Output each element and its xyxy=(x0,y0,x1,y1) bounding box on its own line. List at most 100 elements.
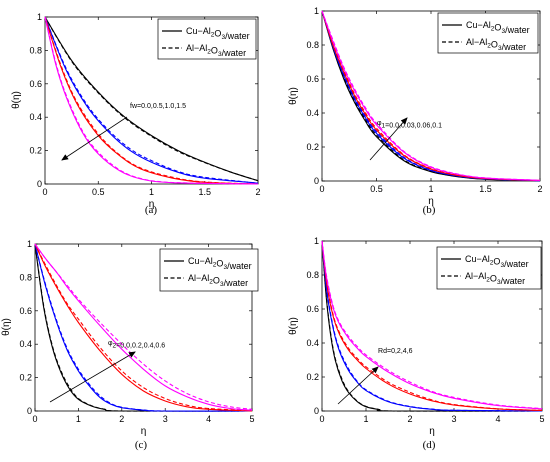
y-tick-label: 0.4 xyxy=(19,339,32,349)
x-tick-label: 1 xyxy=(428,184,433,194)
chart-panel-1: 0 0.2 0.4 0.6 0.8 1 0 0.5 1 1.5 2 η θ(η) Cu−Al2O3/wat… xyxy=(11,12,261,216)
y-axis-label: θ(η) xyxy=(288,87,299,105)
panel-caption: (c) xyxy=(135,439,148,451)
legend-entry-2: Al−Al2O3/water xyxy=(465,271,525,286)
panel-caption: (b) xyxy=(423,204,436,216)
y-tick-label: 0.6 xyxy=(29,79,42,89)
series-line-solid-3 xyxy=(321,240,543,412)
y-tick-label: 0 xyxy=(37,179,42,189)
legend: Cu−Al2O3/water Al−Al2O3/water xyxy=(436,246,542,290)
y-tick-label: 0.2 xyxy=(19,373,32,383)
series-line-dashed-1 xyxy=(44,16,259,182)
chart-panel-4: 0 0.2 0.4 0.6 0.8 1 0 1 2 3 4 5 η θ(η) Cu−Al2O3/water A… xyxy=(288,236,545,451)
y-tick-label: 0.6 xyxy=(306,74,319,84)
series-line-solid-3 xyxy=(44,16,259,185)
legend: Cu−Al2O3/water Al−Al2O3/water xyxy=(157,18,257,60)
annotation-arrow xyxy=(369,117,408,161)
y-tick-label: 0.8 xyxy=(29,45,42,55)
x-tick-label: 0.5 xyxy=(370,184,383,194)
y-tick-label: 0.8 xyxy=(19,272,32,282)
series-line-dashed-4 xyxy=(321,240,543,410)
y-tick-label: 0 xyxy=(27,406,32,416)
y-tick-label: 0.4 xyxy=(306,338,319,348)
legend-entry-1: Cu−Al2O3/water xyxy=(186,26,250,41)
x-tick-label: 1 xyxy=(76,414,81,424)
x-tick-label: 5 xyxy=(249,414,254,424)
x-axis-label: η xyxy=(428,196,434,207)
legend-box xyxy=(436,246,542,290)
legend-box xyxy=(157,18,257,60)
legend-box xyxy=(437,12,539,54)
series-line-solid-3 xyxy=(34,243,253,412)
x-tick-label: 1 xyxy=(363,414,368,424)
series-line-solid-2 xyxy=(44,16,259,184)
x-tick-label: 3 xyxy=(163,414,168,424)
y-axis-label: θ(η) xyxy=(11,91,22,109)
y-tick-label: 0 xyxy=(314,406,319,416)
annotation-label: φ2=0.0,0.2,0.4,0.6 xyxy=(108,340,165,350)
annotation-arrow xyxy=(49,351,136,403)
x-tick-label: 1 xyxy=(149,187,154,197)
x-tick-label: 1.5 xyxy=(198,187,211,197)
x-tick-label: 3 xyxy=(451,414,456,424)
x-tick-label: 1.5 xyxy=(479,184,492,194)
x-tick-label: 4 xyxy=(495,414,500,424)
series-line-dashed-4 xyxy=(321,10,541,181)
series-line-dashed-3 xyxy=(321,240,543,411)
x-tick-label: 2 xyxy=(119,414,124,424)
x-tick-label: 5 xyxy=(539,414,544,424)
annotation-label: fw=0.0,0.5,1.0,1.5 xyxy=(130,103,186,110)
legend: Cu−Al2O3/water Al−Al2O3/water xyxy=(159,248,259,292)
chart-panel-3: 0 0.2 0.4 0.6 0.8 1 0 1 2 3 4 5 η θ(η) Cu−Al2O3/water A… xyxy=(1,239,259,451)
legend-entry-1: Cu−Al2O3/water xyxy=(188,256,252,271)
y-tick-label: 0.2 xyxy=(306,372,319,382)
y-tick-label: 0.8 xyxy=(306,270,319,280)
y-tick-label: 1 xyxy=(27,239,32,249)
legend-box xyxy=(159,248,259,292)
x-tick-label: 0 xyxy=(42,187,47,197)
series-line-dashed-1 xyxy=(34,243,253,412)
x-tick-label: 2 xyxy=(255,187,260,197)
x-tick-label: 0 xyxy=(319,414,324,424)
series-line-dashed-3 xyxy=(321,10,541,182)
y-tick-label: 0.2 xyxy=(29,146,42,156)
y-tick-label: 0.2 xyxy=(306,142,319,152)
x-tick-label: 2 xyxy=(407,414,412,424)
y-tick-label: 0 xyxy=(314,176,319,186)
x-tick-label: 0 xyxy=(319,184,324,194)
series-line-dashed-4 xyxy=(44,16,259,185)
series-line-dashed-2 xyxy=(44,16,259,184)
annotation-label: Rd=0,2,4,6 xyxy=(378,348,413,355)
x-tick-label: 0.5 xyxy=(92,187,105,197)
x-axis-label: η xyxy=(149,199,155,210)
legend-entry-1: Cu−Al2O3/water xyxy=(465,254,529,269)
annotation-arrow xyxy=(337,366,379,405)
series-line-dashed-2 xyxy=(34,243,253,412)
y-tick-label: 0.4 xyxy=(29,112,42,122)
x-axis-label: η xyxy=(429,426,435,437)
legend-entry-1: Cu−Al2O3/water xyxy=(466,20,530,35)
panel-caption: (a) xyxy=(145,204,158,216)
x-tick-label: 4 xyxy=(206,414,211,424)
annotation-label: φ1=0.0,0.03,0.06,0.1 xyxy=(377,120,442,130)
x-tick-label: 2 xyxy=(537,184,542,194)
legend: Cu−Al2O3/water Al−Al2O3/water xyxy=(437,12,539,54)
x-axis-label: η xyxy=(141,426,147,437)
y-tick-label: 0.8 xyxy=(306,40,319,50)
y-axis-label: θ(η) xyxy=(288,317,299,335)
y-axis-label: θ(η) xyxy=(1,318,12,336)
legend-entry-2: Al−Al2O3/water xyxy=(186,43,246,58)
y-tick-label: 0.6 xyxy=(19,306,32,316)
legend-entry-2: Al−Al2O3/water xyxy=(466,37,526,52)
x-tick-label: 0 xyxy=(32,414,37,424)
y-tick-label: 1 xyxy=(37,12,42,22)
y-tick-label: 1 xyxy=(314,6,319,16)
panel-caption: (d) xyxy=(423,439,436,451)
y-tick-label: 0.6 xyxy=(306,304,319,314)
annotation-arrow xyxy=(61,116,128,161)
chart-panel-2: 0 0.2 0.4 0.6 0.8 1 0 0.5 1 1.5 2 η θ(η) Cu−Al2O3/wat… xyxy=(288,6,543,216)
y-tick-label: 0.4 xyxy=(306,108,319,118)
legend-entry-2: Al−Al2O3/water xyxy=(188,273,248,288)
series-line-dashed-3 xyxy=(44,16,259,185)
